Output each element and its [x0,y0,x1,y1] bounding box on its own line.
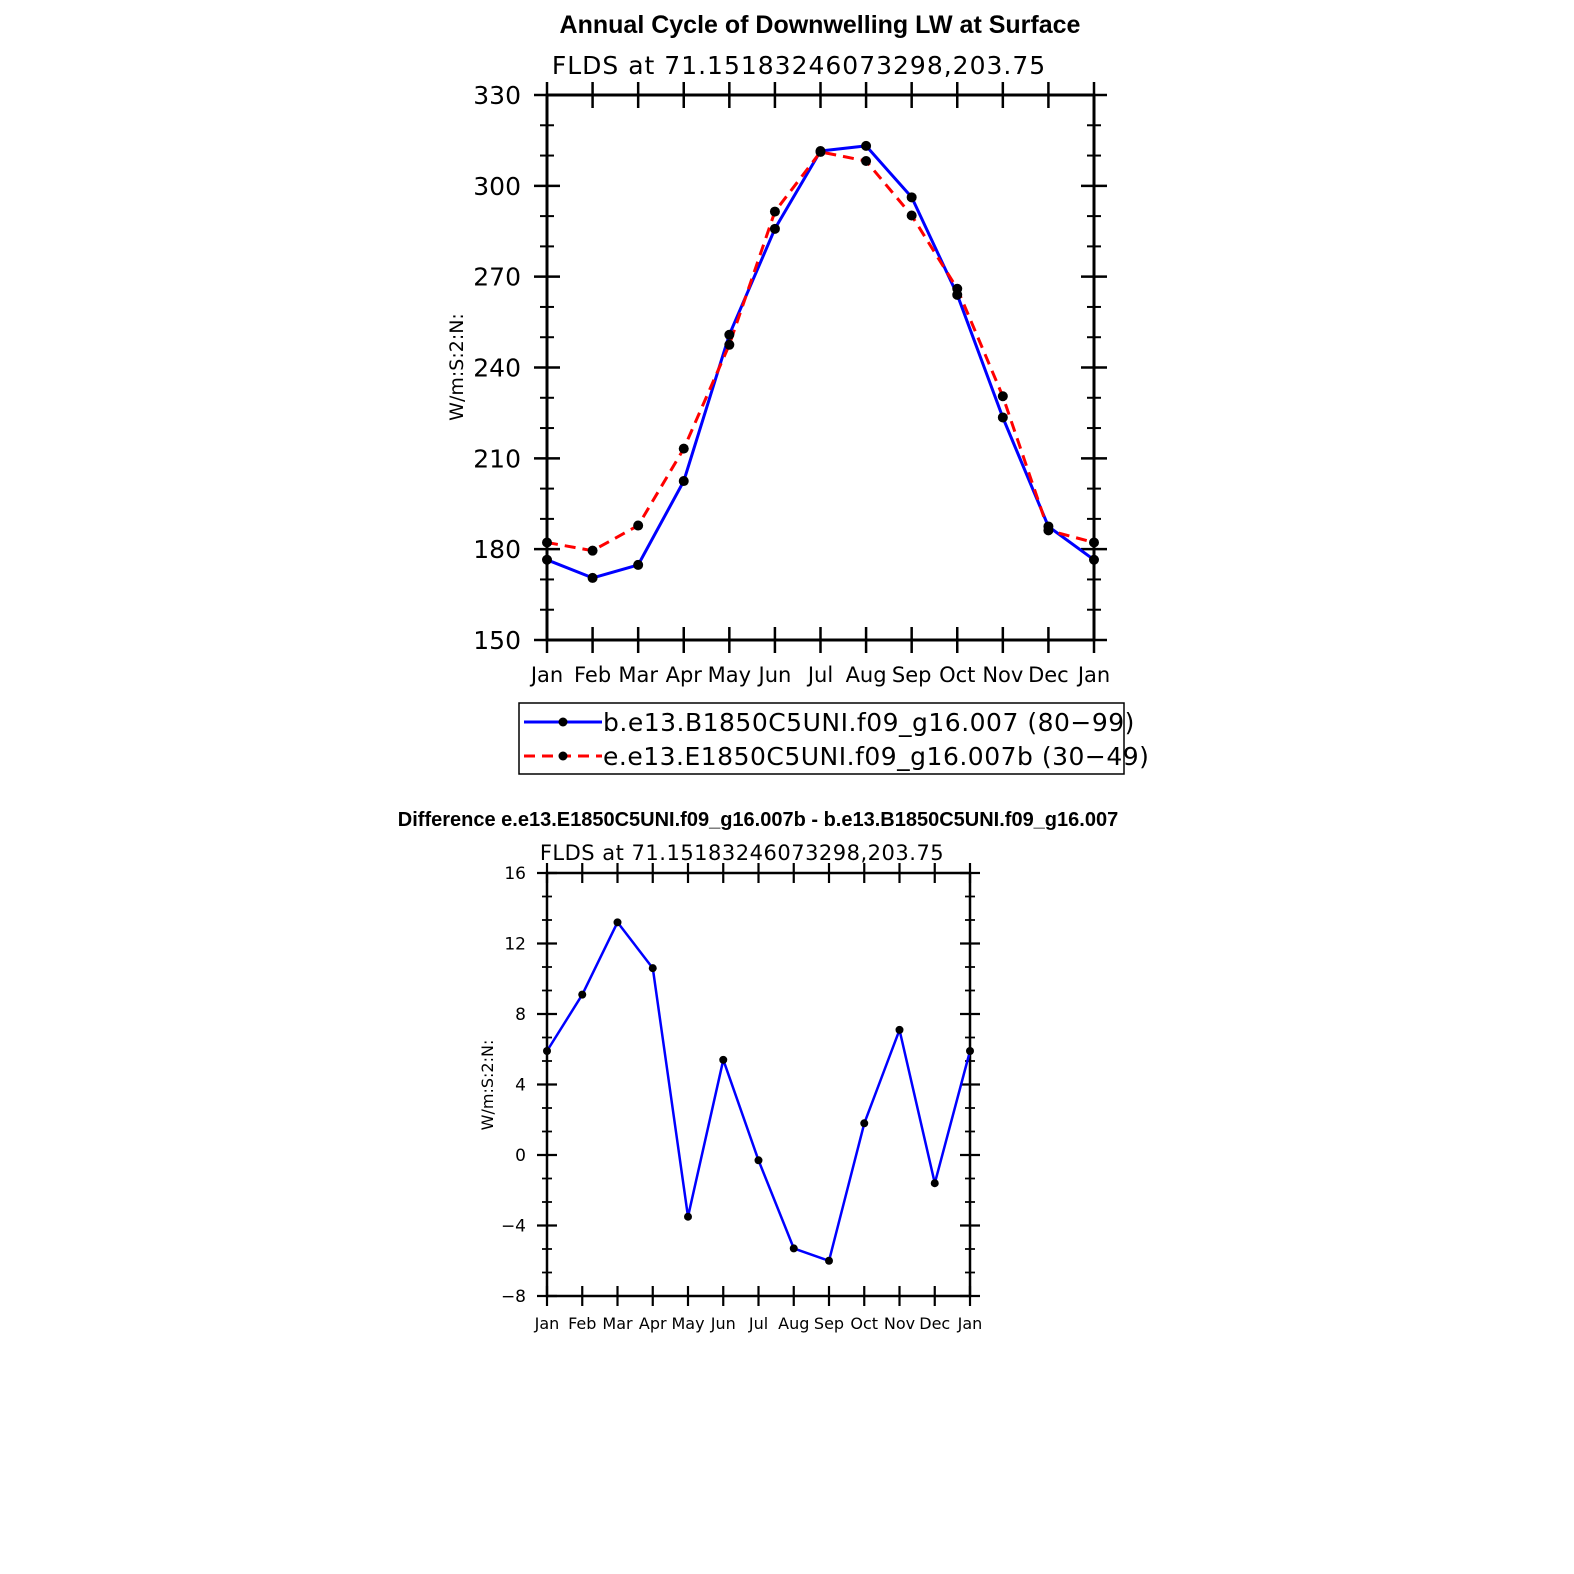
y-tick-label: 210 [473,444,521,473]
series-1-point [543,1047,551,1056]
series-1-point [678,476,689,487]
series-1-point [906,192,917,203]
y-tick-label: 150 [473,626,521,655]
series-1-point [724,329,735,340]
y-tick-label: 16 [504,864,526,884]
series-1-point [769,223,780,234]
series-2-point [542,537,552,548]
series-2-point [952,283,963,294]
y-tick-label: 8 [515,1005,526,1025]
x-tick-label: May [708,663,751,687]
x-tick-label: Mar [618,663,658,687]
x-tick-label: Oct [939,663,975,687]
series-2-point [587,545,598,556]
x-tick-label: Jun [757,663,792,687]
x-tick-label: Feb [568,1314,596,1333]
bottom-chart-title: Difference e.e13.E1850C5UNI.f09_g16.007b… [398,809,1118,831]
series-2-point [997,391,1008,402]
series-line-1 [545,921,972,1263]
x-tick-label: Jul [806,663,833,687]
series-2-point [906,210,917,221]
y-tick-label: 4 [515,1076,526,1096]
series-2-point [678,443,689,454]
x-tick-label: Sep [814,1314,844,1333]
bottom-chart-plot: −8 −4 0 4 8 12 16 Jan Feb Mar Apr May Jun Jul Aug Sep Oc… [501,863,982,1333]
series-2-point [861,156,872,167]
series-1-point [633,559,644,570]
top-chart-title: Annual Cycle of Downwelling LW at Surfac… [560,11,1081,39]
x-tick-label: Mar [602,1314,633,1333]
series-2-point [724,339,735,350]
bottom-chart-ylabel: W/m:S:2:N: [478,1040,497,1131]
series-1-point [825,1256,833,1265]
x-tick-label: Nov [982,663,1023,687]
y-tick-label: 330 [473,81,521,110]
series-1-point [997,412,1008,423]
x-tick-label: Jul [748,1314,768,1333]
series-1-point [542,554,552,565]
series-1-point [587,572,598,583]
top-chart-plot: 150 180 210 240 270 300 330 Jan Feb Mar Apr May Jun J… [473,81,1110,687]
x-tick-label: May [671,1314,704,1333]
x-tick-label: Jan [534,1314,560,1333]
series-1-point [578,990,587,999]
top-chart-subtitle: FLDS at 71.15183246073298,203.75 [552,51,1046,80]
x-tick-label: Dec [919,1314,950,1333]
y-tick-label: 180 [473,535,521,564]
series-2-point [633,520,644,531]
x-tick-label: Aug [846,663,887,687]
x-tick-label: Nov [884,1314,915,1333]
series-1-point [789,1244,798,1253]
legend-label-series-2: e.e13.E1850C5UNI.f09_g16.007b (30−49) [603,742,1149,771]
series-2-point [1089,537,1099,548]
series-1-point [930,1179,939,1188]
series-2-point [1043,525,1054,536]
series-1-point [895,1025,904,1034]
series-1-point [966,1047,974,1056]
series-1-point [613,918,622,927]
series-1-point [860,1119,869,1128]
x-tick-label: Apr [666,663,703,687]
bottom-chart-subtitle: FLDS at 71.15183246073298,203.75 [540,841,944,865]
series-1-point [648,964,657,973]
series-2-point [769,206,780,217]
top-chart-legend: b.e13.B1850C5UNI.f09_g16.007 (80−99) e.e… [518,702,1149,775]
x-tick-label: Jan [529,663,563,687]
x-tick-label: Feb [574,663,611,687]
y-tick-label: 240 [473,354,521,383]
x-tick-label: Jan [1076,663,1110,687]
series-line-2 [546,150,1095,553]
y-tick-label: 270 [473,263,521,292]
y-tick-label: 300 [473,172,521,201]
series-1-point [754,1156,763,1165]
y-tick-label: −8 [501,1287,526,1307]
legend-label-series-1: b.e13.B1850C5UNI.f09_g16.007 (80−99) [603,708,1135,737]
series-1-point [861,140,872,151]
y-tick-label: −4 [501,1217,526,1237]
series-1-point [1089,554,1099,565]
x-tick-label: Aug [778,1314,809,1333]
series-1-point [684,1212,692,1221]
series-2-point [815,146,826,157]
x-tick-label: Dec [1028,663,1069,687]
x-tick-label: Jun [710,1314,736,1333]
x-tick-label: Jan [957,1314,983,1333]
plot-frame [545,93,1096,642]
x-tick-label: Apr [639,1314,667,1333]
x-tick-label: Oct [850,1314,878,1333]
x-tick-label: Sep [892,663,932,687]
series-1-point [719,1055,728,1064]
y-tick-label: 12 [504,935,526,955]
legend-marker-series-2 [558,751,568,761]
legend-box [518,702,1125,775]
legend-marker-series-1 [558,717,568,727]
series-line-1 [546,144,1095,580]
top-chart-ylabel: W/m:S:2:N: [446,313,468,421]
y-tick-label: 0 [515,1146,526,1166]
